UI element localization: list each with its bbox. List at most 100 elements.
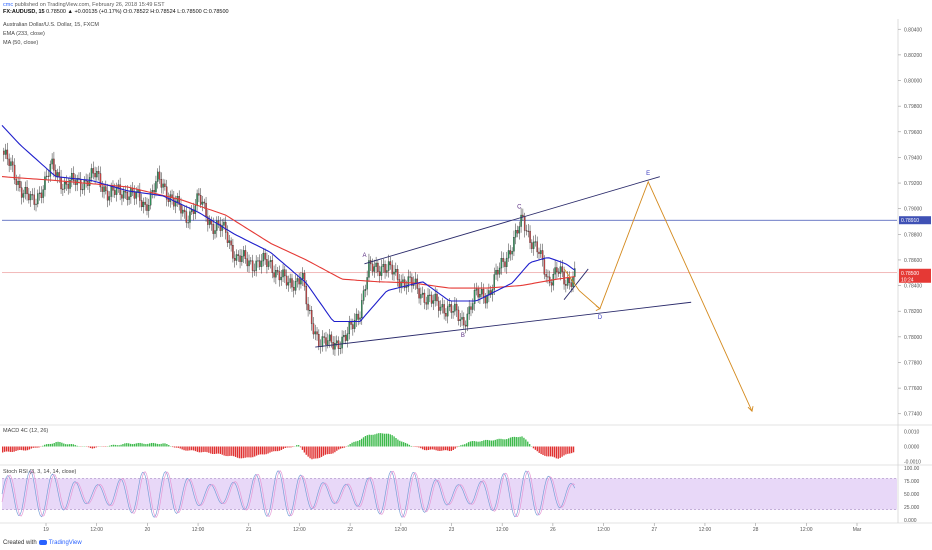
candle — [210, 220, 213, 225]
candle — [3, 150, 5, 155]
candle — [423, 292, 426, 303]
time-axis-tick-label: 12:00 — [395, 527, 408, 533]
candle — [486, 295, 488, 304]
macd-bar — [458, 445, 460, 447]
macd-bar — [59, 442, 61, 447]
candles-group — [3, 142, 576, 356]
candle — [321, 336, 324, 347]
macd-bar — [569, 446, 571, 454]
price-axis-tick-label: 0.78800 — [904, 232, 922, 238]
candle — [15, 179, 18, 185]
macd-bar — [490, 440, 493, 447]
macd-bar — [231, 446, 233, 456]
macd-bar — [429, 446, 432, 450]
tradingview-logo-icon — [38, 540, 47, 545]
macd-bar — [15, 446, 17, 451]
candle — [244, 250, 247, 259]
candle — [330, 334, 333, 343]
price-axis-tick-label: 0.79200 — [904, 181, 922, 187]
candle — [205, 202, 207, 217]
candle — [375, 262, 377, 267]
candle — [523, 216, 526, 231]
macd-bar — [255, 446, 258, 456]
candle — [17, 181, 19, 185]
candle — [314, 331, 316, 335]
macd-bar — [318, 446, 321, 458]
macd-bar — [122, 444, 124, 447]
macd-bar — [160, 443, 162, 447]
candle — [260, 260, 263, 267]
macd-bar — [355, 441, 357, 447]
macd-bar — [307, 446, 309, 457]
candle — [387, 261, 390, 271]
candle — [361, 300, 363, 319]
candle — [13, 164, 16, 180]
macd-bar — [9, 446, 11, 452]
candle — [529, 230, 531, 243]
macd-bar — [561, 446, 563, 457]
candle — [550, 282, 553, 286]
tradingview-brand[interactable]: TradingView — [48, 540, 82, 547]
candle — [139, 189, 141, 201]
time-axis-tick-label: 22 — [347, 527, 353, 533]
candle — [19, 181, 21, 188]
macd-bar — [278, 446, 281, 451]
macd-bar — [215, 446, 218, 454]
ema-legend[interactable]: EMA (233, close) — [3, 31, 45, 37]
macd-bar — [156, 443, 158, 447]
macd-bar — [13, 446, 15, 452]
candle — [525, 230, 528, 232]
candle — [362, 290, 365, 301]
candle — [289, 278, 291, 283]
candle — [418, 288, 420, 299]
candle — [565, 284, 567, 286]
candle — [198, 193, 200, 196]
candle — [293, 287, 295, 291]
candle — [520, 214, 522, 227]
candle — [497, 270, 499, 275]
candle — [509, 250, 512, 255]
candle — [300, 278, 302, 285]
candle — [488, 290, 490, 296]
candle — [527, 230, 530, 232]
macd-bar — [24, 446, 27, 451]
macd-bar — [133, 443, 136, 447]
macd-bar — [66, 444, 69, 447]
candle — [99, 173, 102, 188]
candle — [232, 245, 234, 259]
stoch-legend[interactable]: Stoch RSI (3, 3, 14, 14, close) — [3, 469, 77, 475]
macd-bar — [143, 443, 145, 447]
macd-bar — [198, 446, 200, 453]
macd-bar — [208, 446, 210, 453]
macd-bar — [481, 441, 483, 447]
candle — [151, 190, 154, 193]
macd-bar — [389, 434, 391, 447]
ma-legend[interactable]: MA (50, close) — [3, 40, 39, 46]
candle — [189, 211, 191, 223]
candle — [208, 220, 211, 225]
macd-bar — [456, 446, 458, 448]
macd-legend[interactable]: MACD 4C (12, 26) — [3, 428, 49, 434]
projection-arrowhead — [747, 406, 754, 413]
time-axis-tick-label: Mar — [853, 527, 862, 533]
candle — [115, 187, 118, 195]
published-text: published on TradingView.com, February 2… — [14, 2, 165, 8]
projection-arrowhead — [595, 305, 601, 312]
candle — [473, 290, 476, 304]
candle — [377, 262, 379, 272]
macd-bar — [276, 446, 279, 452]
macd-bar — [141, 443, 143, 447]
candle — [504, 261, 506, 267]
publisher-name[interactable]: cmc — [3, 2, 14, 8]
candle — [92, 168, 95, 174]
macd-bar — [244, 446, 246, 458]
candle — [251, 260, 254, 271]
macd-bar — [454, 446, 456, 449]
channel-lower-line — [315, 301, 692, 348]
macd-bar — [175, 446, 178, 448]
candle — [194, 205, 197, 214]
candle — [409, 276, 411, 278]
candle — [6, 149, 9, 160]
macd-bar — [544, 446, 546, 456]
